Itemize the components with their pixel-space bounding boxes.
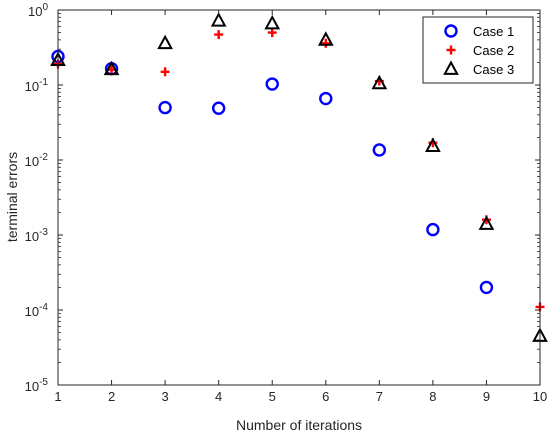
x-tick-label: 9 (483, 389, 490, 404)
point-circle (426, 222, 440, 237)
legend-marker-triangle (443, 60, 459, 75)
point-circle (211, 101, 226, 115)
y-tick-label: 10-2 (25, 152, 49, 169)
point-circle (319, 91, 333, 106)
point-plus (160, 67, 170, 77)
point-plus (267, 28, 277, 38)
axes-box (57, 9, 541, 386)
x-tick-label: 2 (108, 389, 115, 404)
point-plus (321, 38, 331, 48)
legend-label: Case 2 (473, 43, 514, 58)
data-points (50, 12, 548, 342)
point-triangle (425, 137, 441, 153)
point-circle (479, 280, 494, 295)
x-tick-label: 7 (376, 389, 383, 404)
legend-box (422, 16, 534, 84)
point-triangle (103, 60, 120, 76)
x-tick-label: 1 (54, 389, 61, 404)
x-tick-label: 3 (161, 389, 168, 404)
x-axis: 1 2 3 4 5 6 7 8 9 10 (54, 10, 547, 404)
y-tick-label: 10-5 (25, 377, 49, 394)
point-triangle (317, 31, 334, 46)
point-triangle (264, 14, 281, 30)
y-tick-label: 10-1 (25, 77, 49, 94)
y-axis-label: terminal errors (4, 152, 20, 242)
point-triangle (371, 74, 388, 90)
x-tick-label: 10 (533, 389, 547, 404)
point-triangle (157, 34, 173, 50)
x-axis-label: Number of iterations (236, 417, 362, 433)
x-tick-label: 6 (322, 389, 329, 404)
point-circle (158, 100, 172, 115)
y-tick-label: 10-3 (25, 227, 49, 244)
y-tick-label: 10-4 (25, 302, 49, 319)
legend-label: Case 3 (473, 62, 514, 77)
legend: Case 1 Case 2 Case 3 (422, 16, 534, 84)
x-tick-label: 8 (429, 389, 436, 404)
y-axis: 10-5 10-4 10-3 10-2 10-1 100 (25, 2, 540, 394)
point-circle (265, 77, 279, 91)
point-plus (214, 30, 224, 40)
x-tick-label: 4 (215, 389, 222, 404)
x-tick-label: 5 (269, 389, 276, 404)
y-tick-label: 100 (28, 2, 48, 19)
legend-marker-plus (446, 45, 456, 55)
point-circle (372, 143, 387, 157)
point-triangle (478, 215, 495, 230)
legend-label: Case 1 (473, 24, 514, 39)
point-triangle (210, 12, 227, 27)
legend-marker-circle (444, 24, 458, 38)
